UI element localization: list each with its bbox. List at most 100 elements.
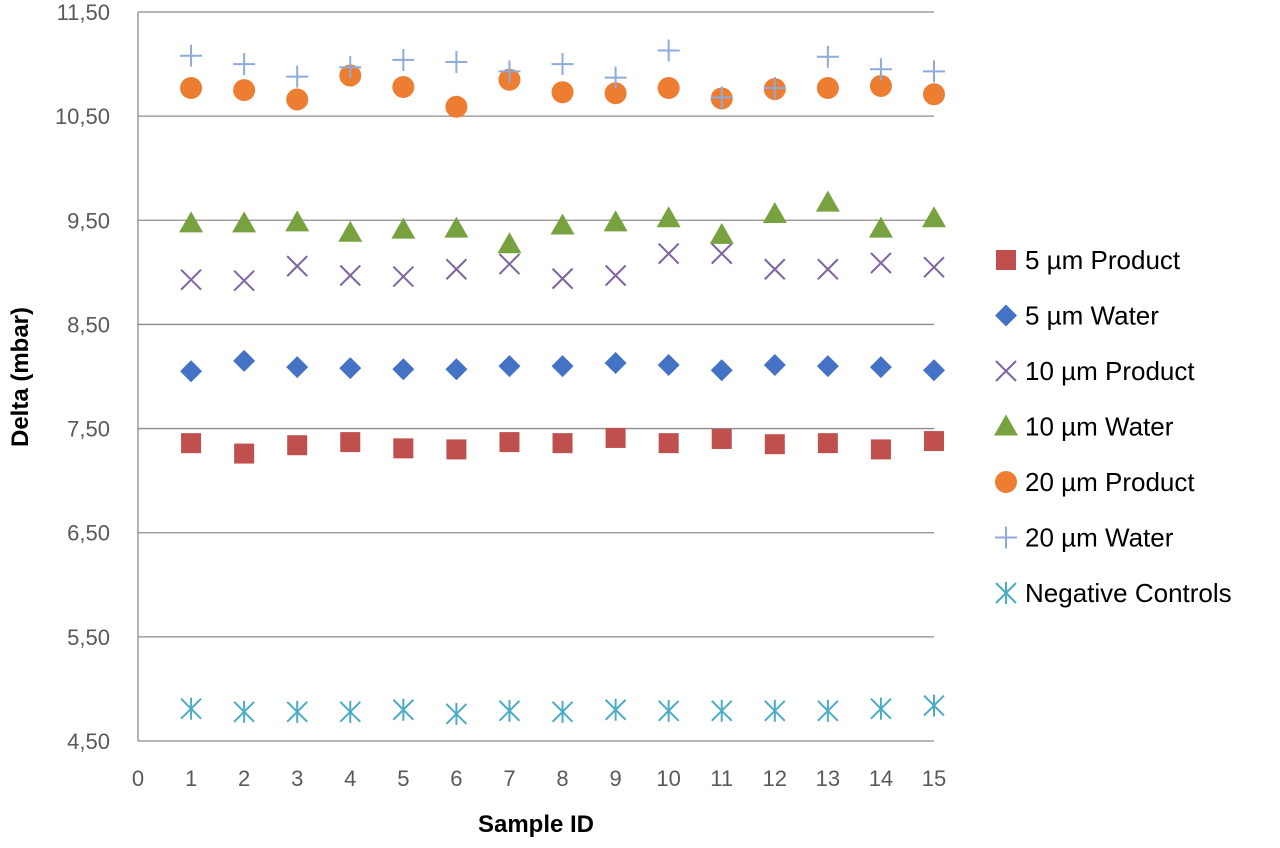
legend-label: 5 µm Product [1025,245,1181,275]
legend-label: 20 µm Product [1025,467,1195,497]
legend-label: 10 µm Product [1025,356,1195,386]
data-point [551,81,574,104]
legend-marker [995,304,1017,327]
data-point [445,358,468,381]
data-point [550,213,575,235]
data-point [286,65,309,88]
data-point [604,351,627,374]
y-axis-title: Delta (mbar) [7,307,34,447]
data-point [870,697,892,720]
data-point [339,56,362,79]
data-point [604,66,627,89]
y-tick-label: 8,50 [67,312,110,337]
data-point [923,83,945,106]
data-point [340,432,361,453]
data-point [711,699,733,722]
x-tick-label: 0 [132,766,144,791]
legend-item: 20 µm Product [995,467,1195,497]
data-point [817,433,838,454]
data-point [657,77,680,100]
data-point [393,438,414,459]
data-point [179,211,204,233]
y-tick-label: 4,50 [67,729,110,754]
data-point [763,77,786,100]
data-point [392,48,415,71]
legend-label: 5 µm Water [1025,301,1159,331]
data-point [656,206,681,228]
data-point [605,427,626,448]
x-axis-title: Sample ID [478,811,594,838]
data-point [445,702,468,725]
legend-label: Negative Controls [1025,578,1232,608]
data-point [392,75,415,98]
data-point [551,53,574,76]
legend-marker [994,414,1018,436]
data-point [869,74,892,97]
x-tick-label: 8 [556,766,568,791]
data-points [179,39,946,725]
data-point [232,211,257,233]
data-point [181,433,202,454]
data-point [869,58,892,81]
y-tick-label: 6,50 [67,521,110,546]
x-tick-label: 4 [344,766,356,791]
data-point [923,694,945,717]
legend-label: 20 µm Water [1025,523,1174,553]
data-point [498,60,521,83]
x-tick-label: 13 [816,766,840,791]
data-point [710,86,733,109]
data-point [709,222,734,244]
data-point [339,264,361,287]
data-point [764,434,785,455]
data-point [603,210,628,232]
data-point [868,216,893,238]
x-tick-label: 1 [185,766,197,791]
data-point [233,269,255,292]
data-point [285,210,310,232]
data-point [446,439,467,460]
data-point [287,435,308,456]
data-point [923,60,945,83]
data-point [498,699,521,722]
data-point [497,232,522,254]
data-point [815,190,840,212]
legend-item: 20 µm Water [995,523,1174,553]
data-point [338,220,363,242]
data-point [551,355,574,378]
legend: 5 µm Product 5 µm Water 10 µm Product 10 µm… [994,245,1232,608]
legend-marker [995,582,1017,604]
data-point [870,439,891,460]
x-tick-label: 15 [922,766,946,791]
data-point [392,698,415,721]
x-tick-label: 9 [609,766,621,791]
data-point [498,253,521,275]
data-point [551,267,574,290]
data-point [657,39,680,62]
x-tick-label: 6 [450,766,462,791]
y-tick-label: 7,50 [67,417,110,442]
data-point [764,258,786,280]
data-point [711,428,732,449]
data-point [233,700,255,723]
data-point [391,217,416,239]
data-point [180,360,203,383]
data-point [604,698,627,721]
data-point [604,264,627,287]
data-point [552,433,573,454]
data-point [710,359,733,382]
data-point [923,256,945,278]
y-tick-label: 11,50 [57,0,110,25]
data-point [234,443,255,464]
legend-item: Negative Controls [995,578,1232,608]
x-tick-label: 14 [869,766,893,791]
data-point [286,700,308,723]
data-point [764,699,786,722]
data-point [180,697,202,720]
legend-item: 5 µm Product [996,245,1181,275]
data-point [657,242,680,265]
x-tick-label: 12 [763,766,787,791]
x-tick-label: 2 [238,766,250,791]
